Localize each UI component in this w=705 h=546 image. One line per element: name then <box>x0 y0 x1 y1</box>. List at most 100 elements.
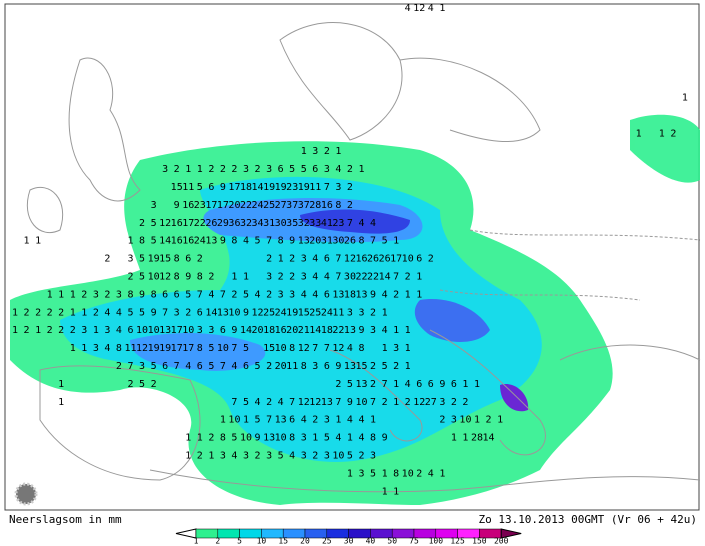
grid-value: 13 <box>298 236 310 247</box>
grid-value: 2 <box>370 361 376 372</box>
legend-label: 125 <box>450 537 465 546</box>
grid-value: 1 <box>220 415 226 426</box>
grid-value: 4 <box>428 3 434 14</box>
grid-value: 8 <box>370 433 376 444</box>
grid-value: 2 <box>47 325 53 336</box>
grid-value: 20 <box>252 325 264 336</box>
grid-value: 5 <box>370 468 376 479</box>
grid-value: 3 <box>93 343 99 354</box>
grid-value: 18 <box>263 325 275 336</box>
grid-value: 17 <box>228 182 240 193</box>
grid-value: 1 <box>393 486 399 497</box>
grid-value: 5 <box>185 289 191 300</box>
grid-value: 2 <box>393 361 399 372</box>
grid-value: 12 <box>413 3 425 14</box>
grid-value: 1 <box>47 289 53 300</box>
grid-value: 4 <box>116 307 122 318</box>
grid-value: 9 <box>139 289 145 300</box>
grid-value: 7 <box>324 343 330 354</box>
grid-value: 1 <box>231 272 237 283</box>
grid-value: 1 <box>370 415 376 426</box>
grid-value: 5 <box>255 361 261 372</box>
grid-value: 1 <box>58 379 64 390</box>
grid-value: 2 <box>24 325 30 336</box>
grid-value: 2 <box>451 397 457 408</box>
grid-value: 11 <box>332 307 344 318</box>
grid-value: 6 <box>162 289 168 300</box>
grid-value: 1 <box>24 236 30 247</box>
grid-value: 2 <box>231 164 237 175</box>
grid-value: 9 <box>382 433 388 444</box>
grid-value: 5 <box>127 307 133 318</box>
grid-value: 3 <box>301 433 307 444</box>
grid-value: 2 <box>405 272 411 283</box>
grid-value: 7 <box>266 236 272 247</box>
grid-value: 15 <box>355 361 367 372</box>
grid-value: 1 <box>278 254 284 265</box>
grid-value: 7 <box>197 289 203 300</box>
grid-value: 2 <box>255 164 261 175</box>
grid-value: 9 <box>185 272 191 283</box>
grid-value: 2 <box>393 289 399 300</box>
grid-value: 9 <box>439 379 445 390</box>
grid-value: 3 <box>358 307 364 318</box>
grid-value: 5 <box>382 361 388 372</box>
grid-value: 12 <box>344 254 356 265</box>
grid-value: 2 <box>370 307 376 318</box>
legend-arrow-right <box>500 528 522 539</box>
grid-value: 8 <box>278 236 284 247</box>
grid-value: 2 <box>208 164 214 175</box>
grid-value: 1 <box>12 307 18 318</box>
grid-value: 2 <box>151 379 157 390</box>
grid-value: 20 <box>286 325 298 336</box>
grid-value: 1 <box>197 164 203 175</box>
grid-value: 1 <box>382 486 388 497</box>
legend-label: 40 <box>366 537 376 546</box>
grid-value: 4 <box>324 272 330 283</box>
grid-value: 6 <box>312 164 318 175</box>
grid-value: 8 <box>197 343 203 354</box>
grid-value: 31 <box>263 218 275 229</box>
grid-value: 3 <box>93 289 99 300</box>
grid-value: 2 <box>266 254 272 265</box>
grid-value: 2 <box>93 307 99 318</box>
grid-value: 8 <box>174 272 180 283</box>
grid-value: 2 <box>347 182 353 193</box>
grid-value: 19 <box>275 182 287 193</box>
grid-value: 27 <box>425 397 437 408</box>
grid-value: 14 <box>379 272 391 283</box>
grid-value: 1 <box>12 325 18 336</box>
grid-value: 2 <box>174 164 180 175</box>
grid-value: 3 <box>347 307 353 318</box>
grid-value: 2 <box>47 307 53 318</box>
grid-value: 25 <box>309 307 321 318</box>
grid-value: 2 <box>208 272 214 283</box>
grid-value: 9 <box>255 433 261 444</box>
grid-value: 5 <box>151 361 157 372</box>
grid-value: 13 <box>275 415 287 426</box>
grid-value: 30 <box>332 236 344 247</box>
grid-value: 15 <box>298 307 310 318</box>
grid-value: 5 <box>243 289 249 300</box>
grid-value: 10 <box>136 325 148 336</box>
grid-value: 5 <box>243 397 249 408</box>
grid-value: 5 <box>301 164 307 175</box>
grid-value: 4 <box>231 361 237 372</box>
grid-value: 21 <box>298 325 310 336</box>
grid-value: 3 <box>324 415 330 426</box>
grid-value: 2 <box>370 379 376 390</box>
grid-value: 13 <box>205 236 217 247</box>
legend-label: 1 <box>194 537 199 546</box>
grid-value: 10 <box>228 415 240 426</box>
grid-value: 7 <box>370 236 376 247</box>
grid-value: 10 <box>228 307 240 318</box>
grid-value: 22 <box>367 272 379 283</box>
grid-value: 10 <box>275 343 287 354</box>
grid-value: 10 <box>402 254 414 265</box>
precipitation-field <box>10 114 700 506</box>
legend-label: 25 <box>322 537 332 546</box>
grid-value: 3 <box>451 415 457 426</box>
grid-value: 7 <box>220 361 226 372</box>
